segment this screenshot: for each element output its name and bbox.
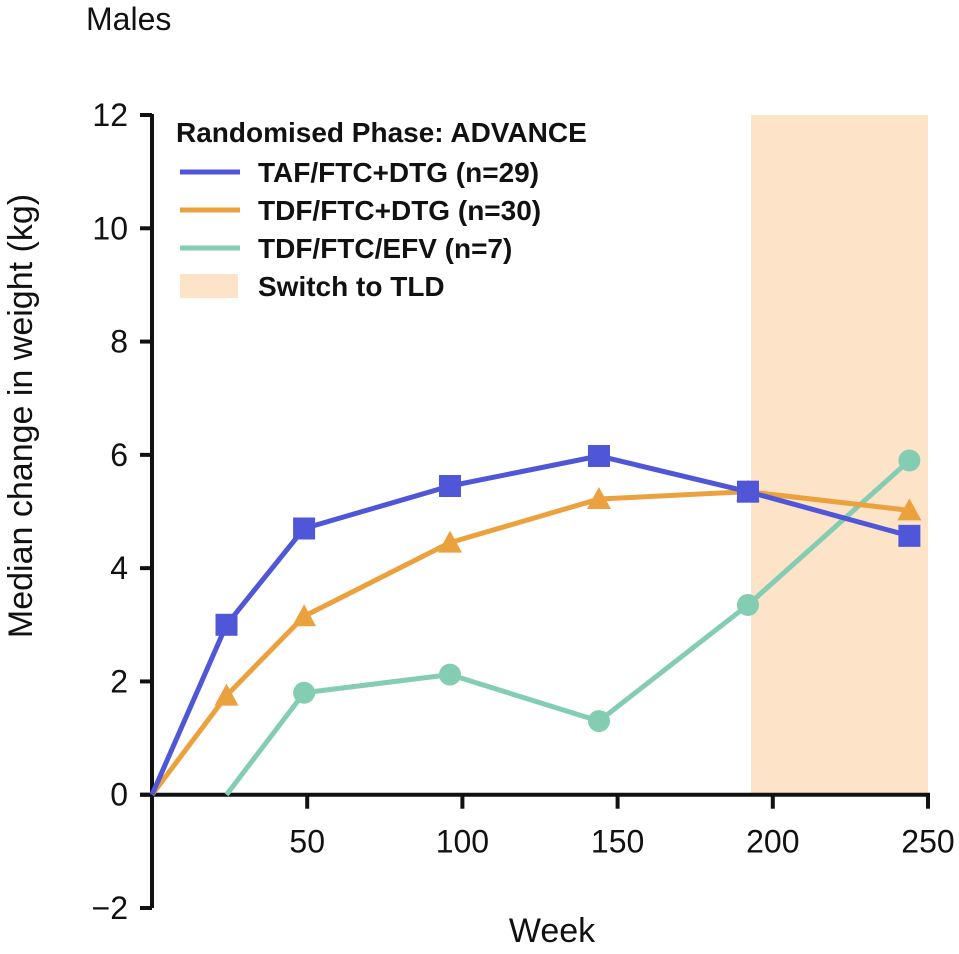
series-2-point <box>897 498 922 521</box>
series-3-line <box>224 458 912 797</box>
switch-region-layer <box>751 115 928 795</box>
x-tick-label: 50 <box>289 824 325 860</box>
x-axis-title: Week <box>509 912 596 950</box>
series-2-point <box>214 683 239 706</box>
series-3-point <box>587 710 610 733</box>
y-tick-label: −2 <box>92 890 128 926</box>
series-layer <box>149 444 922 797</box>
legend-swatch-switch <box>180 274 238 298</box>
legend-label-switch: Switch to TLD <box>258 271 445 302</box>
legend-label-2: TDF/FTC+DTG (n=30) <box>258 195 541 226</box>
chart-title: Males <box>86 1 171 37</box>
series-1-point <box>587 444 610 467</box>
y-tick-label: 8 <box>110 324 128 360</box>
series-3 <box>224 449 921 797</box>
y-tick-label: 10 <box>92 210 128 246</box>
series-3-point <box>736 593 759 616</box>
series-3-point <box>438 663 461 686</box>
series-3-point <box>293 681 316 704</box>
switch-to-tld-region <box>751 115 928 795</box>
series-2-point <box>292 604 317 627</box>
y-axis-title: Median change in weight (kg) <box>2 194 40 638</box>
x-tick-label: 100 <box>436 824 489 860</box>
series-1-point <box>438 475 461 498</box>
x-tick-label: 200 <box>746 824 799 860</box>
series-1-point <box>215 613 238 636</box>
series-2-point <box>586 487 611 510</box>
series-2-point <box>437 530 462 553</box>
legend-label-1: TAF/FTC+DTG (n=29) <box>258 157 539 188</box>
x-tick-label: 150 <box>591 824 644 860</box>
series-1-point <box>293 517 316 540</box>
legend: Randomised Phase: ADVANCE TAF/FTC+DTG (n… <box>176 117 587 302</box>
legend-label-3: TDF/FTC/EFV (n=7) <box>258 233 512 264</box>
axes: −2 0 2 4 6 8 10 12 50 100 150 200 250 <box>92 97 955 926</box>
series-1-point <box>898 524 921 547</box>
series-3-point <box>898 449 921 472</box>
x-tick-label: 250 <box>901 824 954 860</box>
y-tick-label: 12 <box>92 97 128 133</box>
series-1 <box>149 444 921 796</box>
y-tick-label: 2 <box>110 663 128 699</box>
series-1-point <box>736 480 759 503</box>
y-tick-label: 4 <box>110 550 128 586</box>
y-tick-label: 6 <box>110 437 128 473</box>
y-tick-label: 0 <box>110 777 128 813</box>
legend-title: Randomised Phase: ADVANCE <box>176 117 587 148</box>
